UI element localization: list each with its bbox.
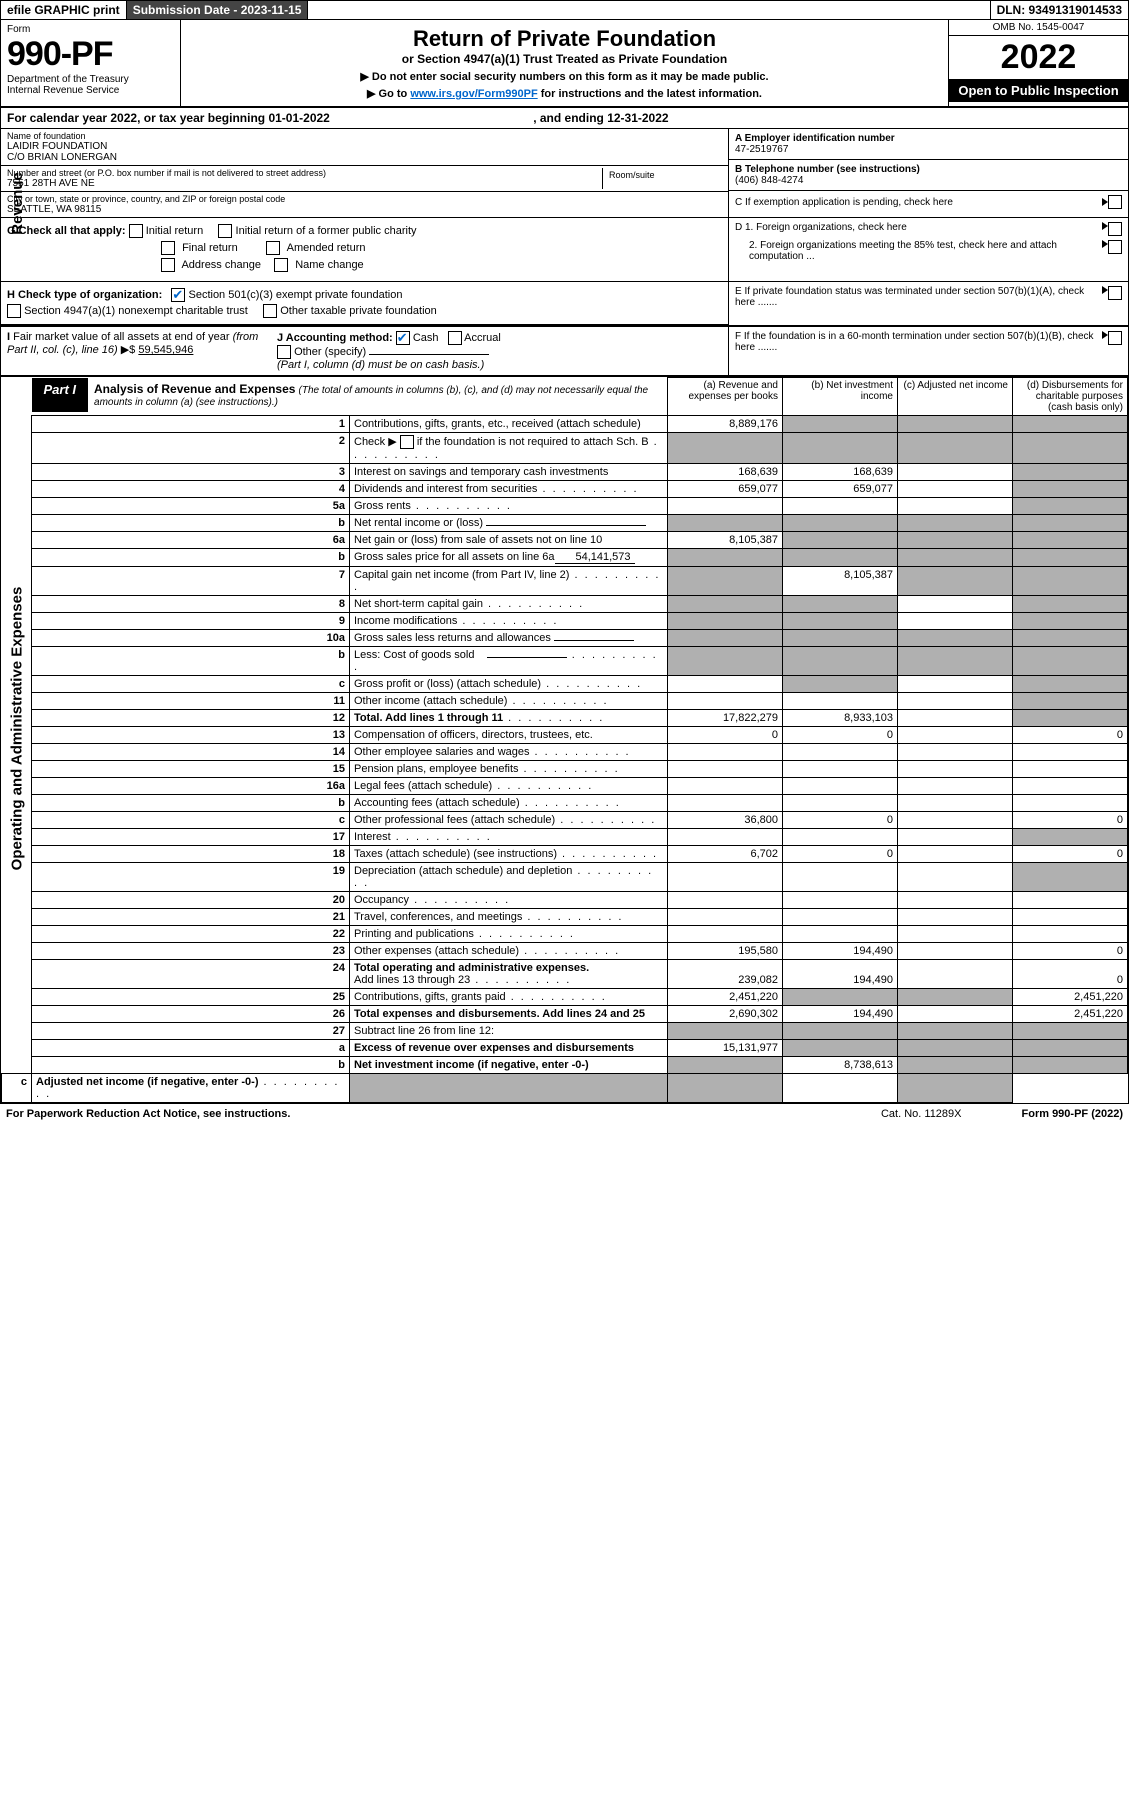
- form-container: efile GRAPHIC print Submission Date - 20…: [0, 0, 1129, 1104]
- cat-no: Cat. No. 11289X: [881, 1108, 962, 1120]
- omb: OMB No. 1545-0047: [949, 20, 1128, 36]
- pra-notice: For Paperwork Reduction Act Notice, see …: [6, 1108, 290, 1120]
- d2-cb[interactable]: [1108, 240, 1122, 254]
- addr-label: Number and street (or P.O. box number if…: [7, 168, 602, 178]
- name-label: Name of foundation: [7, 131, 722, 141]
- col-a-header: (a) Revenue and expenses per books: [668, 378, 783, 416]
- open-public: Open to Public Inspection: [949, 79, 1128, 102]
- d2-label: 2. Foreign organizations meeting the 85%…: [735, 240, 1102, 262]
- phone-label: B Telephone number (see instructions): [735, 164, 920, 175]
- c-label: C If exemption application is pending, c…: [735, 197, 1102, 208]
- d1-cb[interactable]: [1108, 222, 1122, 236]
- calendar-year: For calendar year 2022, or tax year begi…: [1, 108, 1128, 129]
- cash-cb[interactable]: [396, 331, 410, 345]
- ein-label: A Employer identification number: [735, 133, 895, 144]
- part1-title: Analysis of Revenue and Expenses (The to…: [88, 378, 667, 412]
- submission-date: Submission Date - 2023-11-15: [127, 1, 309, 19]
- e-label: E If private foundation status was termi…: [735, 286, 1102, 308]
- room-label: Room/suite: [609, 170, 655, 180]
- 501c3-cb[interactable]: [171, 288, 185, 302]
- i-value: 59,545,946: [138, 344, 193, 356]
- part1-badge: Part I: [32, 378, 89, 412]
- col-c-header: (c) Adjusted net income: [898, 378, 1013, 416]
- irs: Internal Revenue Service: [7, 85, 174, 96]
- phone-value: (406) 848-4274: [735, 175, 803, 186]
- form-title: Return of Private Foundation: [187, 26, 942, 52]
- other-tax-cb[interactable]: [263, 304, 277, 318]
- j-label: J Accounting method:: [277, 332, 393, 344]
- part1-table: Part I Analysis of Revenue and Expenses …: [1, 377, 1128, 1103]
- addr-change-cb[interactable]: [161, 258, 175, 272]
- expenses-side-label: Operating and Administrative Expenses: [9, 586, 26, 870]
- accrual-cb[interactable]: [448, 331, 462, 345]
- amended-cb[interactable]: [266, 241, 280, 255]
- h-e-block: H Check type of organization: Section 50…: [1, 282, 1128, 327]
- foundation-co: C/O BRIAN LONERGAN: [7, 152, 722, 163]
- form-word: Form: [7, 24, 174, 35]
- note-link: ▶ Go to www.irs.gov/Form990PF for instru…: [187, 87, 942, 100]
- d1-label: D 1. Foreign organizations, check here: [735, 222, 1102, 236]
- irs-link[interactable]: www.irs.gov/Form990PF: [410, 88, 537, 100]
- initial-return-cb[interactable]: [129, 224, 143, 238]
- i-label: I Fair market value of all assets at end…: [7, 331, 258, 356]
- form-ref: Form 990-PF (2022): [1022, 1108, 1124, 1120]
- form-number: 990-PF: [7, 35, 174, 74]
- g-d-block: G Check all that apply: Initial return I…: [1, 218, 1128, 282]
- info-block: Name of foundation LAIDIR FOUNDATION C/O…: [1, 129, 1128, 218]
- dln: DLN: 93491319014533: [990, 1, 1128, 19]
- initial-former-cb[interactable]: [218, 224, 232, 238]
- note-ssn: ▶ Do not enter social security numbers o…: [187, 70, 942, 83]
- i-j-f-block: I Fair market value of all assets at end…: [1, 327, 1128, 377]
- other-method-cb[interactable]: [277, 345, 291, 359]
- page-footer: For Paperwork Reduction Act Notice, see …: [0, 1104, 1129, 1124]
- name-change-cb[interactable]: [274, 258, 288, 272]
- revenue-side-label: Revenue: [9, 172, 26, 235]
- j-note: (Part I, column (d) must be on cash basi…: [277, 359, 484, 371]
- final-return-cb[interactable]: [161, 241, 175, 255]
- top-bar: efile GRAPHIC print Submission Date - 20…: [1, 1, 1128, 20]
- col-b-header: (b) Net investment income: [783, 378, 898, 416]
- city-state-zip: SEATTLE, WA 98115: [7, 204, 722, 215]
- dept: Department of the Treasury: [7, 74, 174, 85]
- h-label: H Check type of organization:: [7, 289, 162, 301]
- f-label: F If the foundation is in a 60-month ter…: [735, 331, 1102, 353]
- address: 7551 28TH AVE NE: [7, 178, 602, 189]
- f-cb[interactable]: [1108, 331, 1122, 345]
- tax-year: 2022: [949, 36, 1128, 79]
- e-cb[interactable]: [1108, 286, 1122, 300]
- col-d-header: (d) Disbursements for charitable purpose…: [1013, 378, 1128, 416]
- city-label: City or town, state or province, country…: [7, 194, 722, 204]
- c-checkbox[interactable]: [1108, 195, 1122, 209]
- schb-cb[interactable]: [400, 435, 414, 449]
- form-subtitle: or Section 4947(a)(1) Trust Treated as P…: [187, 52, 942, 66]
- form-header: Form 990-PF Department of the Treasury I…: [1, 20, 1128, 108]
- foundation-name: LAIDIR FOUNDATION: [7, 141, 722, 152]
- ein-value: 47-2519767: [735, 144, 788, 155]
